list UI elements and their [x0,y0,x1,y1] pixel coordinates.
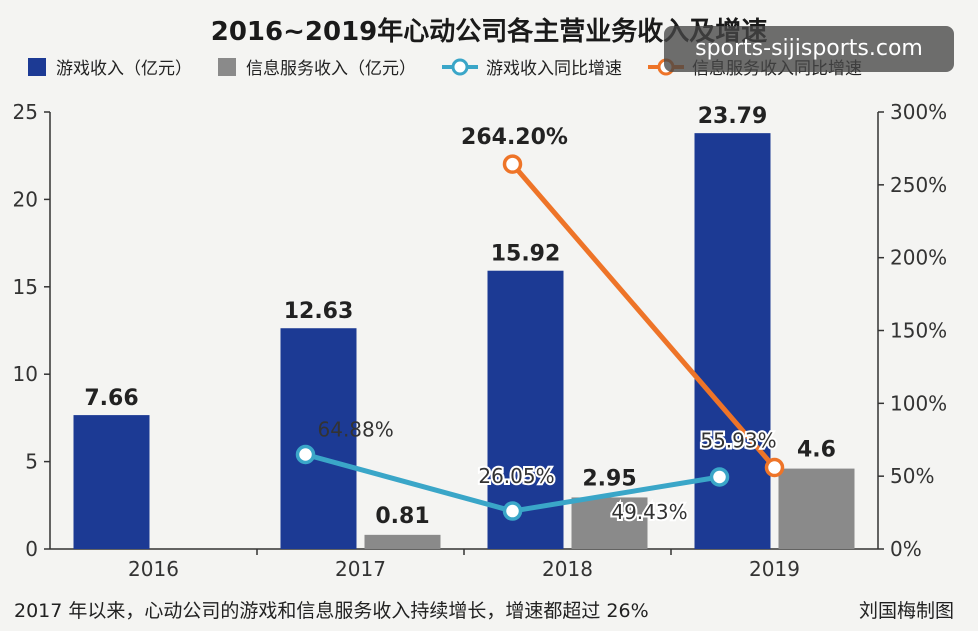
x-tick-label: 2019 [749,557,800,581]
info-growth-point [764,457,785,478]
bar-game-revenue [73,415,150,549]
data-label-info-growth: 264.20% [461,125,568,150]
watermark: sports-sijisports.com [664,26,954,72]
y-tick-label-left: 15 [13,275,38,299]
data-label-game-growth: 49.43% [611,500,687,524]
y-tick-label-right: 0% [890,537,922,561]
x-tick-label: 2016 [128,557,179,581]
legend-info-revenue-swatch [218,58,236,76]
bar-info-revenue [571,497,648,549]
data-label-game-revenue: 7.66 [84,386,138,411]
data-label-game-growth: 26.05% [478,464,554,488]
game-growth-point [709,467,730,487]
legend-info-revenue-label: 信息服务收入（亿元） [246,59,416,79]
footer-note: 2017 年以来，心动公司的游戏和信息服务收入持续增长，增速都超过 26% [14,600,649,622]
bar-game-revenue [280,328,357,549]
lines-group [295,154,785,521]
y-tick-label-right: 100% [890,391,947,415]
x-tick-label: 2018 [542,557,593,581]
y-tick-label-right: 50% [890,464,934,488]
legend-game-growth-swatch-marker [451,58,469,76]
data-label-game-revenue: 15.92 [491,242,561,267]
legend-game-revenue-label: 游戏收入（亿元） [56,59,192,79]
bar-game-revenue [694,133,771,549]
legend-game-revenue-swatch [28,58,46,76]
data-label-info-revenue: 0.81 [375,504,429,529]
game-growth-point [502,501,523,521]
y-tick-label-right: 300% [890,100,947,124]
game-growth-point [295,444,316,465]
data-label-game-revenue: 23.79 [698,104,768,129]
data-label-info-revenue: 2.95 [582,466,636,491]
y-tick-label-right: 250% [890,173,947,197]
bars-group [73,133,855,549]
y-tick-label-right: 150% [890,319,947,343]
data-label-game-growth: 64.88% [318,417,394,441]
legend-game-growth-label: 游戏收入同比增速 [486,59,622,79]
info-growth-line [510,162,777,470]
credit-label: 刘国梅制图 [858,600,954,622]
data-labels-group: 7.66 12.63 15.92 23.79 0.81 2.95 4.6 64.88% 26.0… [84,104,836,529]
info-growth-point [502,154,523,174]
y-tick-label-left: 5 [25,450,38,474]
data-label-info-growth: 55.93% [700,429,776,453]
y-tick-label-left: 25 [13,100,38,124]
y-tick-label-left: 10 [13,362,38,386]
y-tick-label-left: 0 [25,537,38,561]
bar-info-revenue [364,534,441,549]
x-tick-label: 2017 [335,557,386,581]
data-label-info-revenue: 4.6 [797,438,836,463]
y-tick-label-right: 200% [890,246,947,270]
data-label-game-revenue: 12.63 [284,299,354,324]
bar-info-revenue [778,468,855,549]
y-tick-label-left: 20 [13,187,38,211]
